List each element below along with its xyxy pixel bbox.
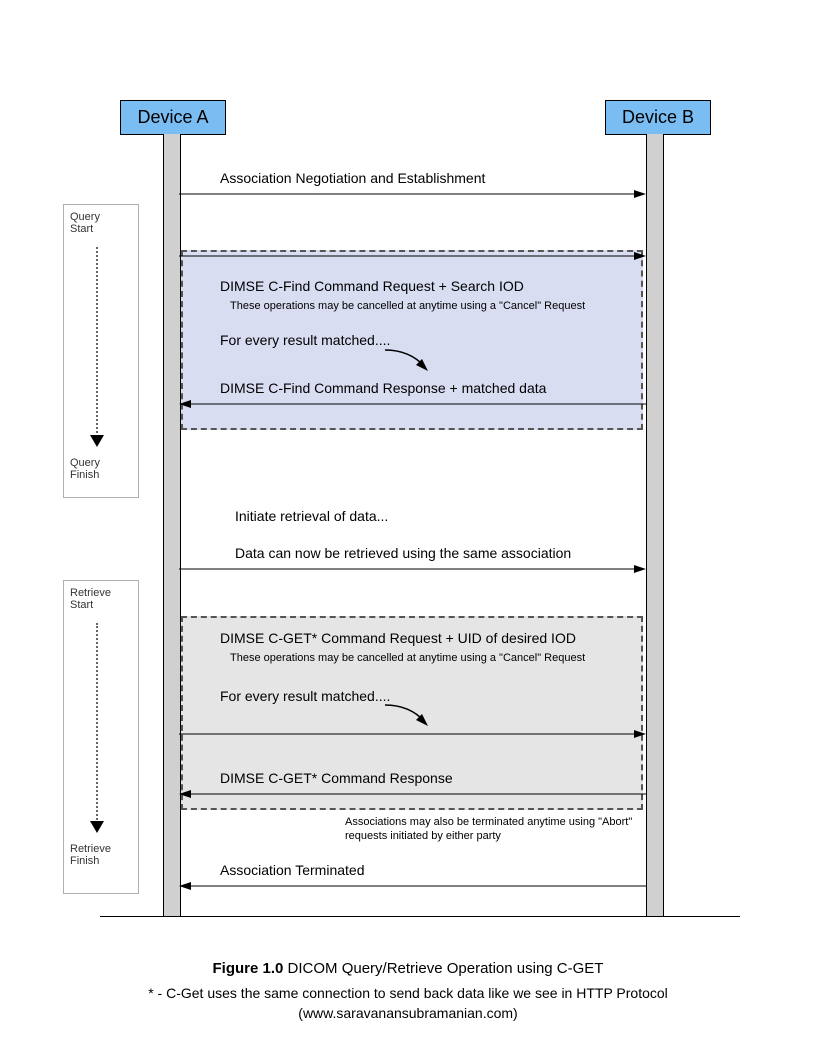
retrieve-curve-arrow-icon — [380, 700, 440, 730]
query-start-label: Query Start — [70, 211, 132, 235]
device-b-label: Device B — [622, 107, 694, 127]
query-line4: DIMSE C-Find Command Response + matched … — [220, 380, 546, 396]
arrow-same-assoc-icon — [179, 565, 646, 577]
retrieve-finish-label: Retrieve Finish — [70, 843, 111, 867]
arrow-retrieve-mid-icon — [179, 730, 646, 742]
caption-rest: DICOM Query/Retrieve Operation using C-G… — [283, 960, 603, 977]
retrieve-down-arrow-icon — [90, 821, 104, 835]
footnote: * - C-Get uses the same connection to se… — [0, 985, 816, 1001]
query-line2: These operations may be cancelled at any… — [230, 300, 585, 312]
query-dotted-line — [96, 247, 98, 437]
query-down-arrow-icon — [90, 435, 104, 449]
side-box-retrieve: Retrieve Start Retrieve Finish — [63, 580, 139, 894]
caption-bold: Figure 1.0 — [213, 960, 284, 977]
url: (www.saravanansubramanian.com) — [0, 1005, 816, 1021]
query-curve-arrow-icon — [380, 345, 440, 375]
arrow-query-req-icon — [179, 252, 646, 264]
arrow-assoc-icon — [179, 190, 646, 202]
figure-caption: Figure 1.0 DICOM Query/Retrieve Operatio… — [0, 960, 816, 978]
retrieve-line3: For every result matched.... — [220, 688, 390, 704]
lifeline-b — [646, 134, 664, 916]
msg-terminated: Association Terminated — [220, 862, 364, 878]
retrieve-dotted-line — [96, 623, 98, 823]
query-finish-label: Query Finish — [70, 457, 100, 481]
msg-initiate: Initiate retrieval of data... — [235, 508, 388, 524]
retrieve-line4: DIMSE C-GET* Command Response — [220, 770, 453, 786]
baseline — [100, 916, 740, 917]
msg-same-assoc: Data can now be retrieved using the same… — [235, 545, 571, 561]
device-a-box: Device A — [120, 100, 226, 135]
arrow-query-resp-icon — [179, 400, 646, 412]
side-box-query: Query Start Query Finish — [63, 204, 139, 498]
arrow-retrieve-resp-icon — [179, 790, 646, 802]
retrieve-line2: These operations may be cancelled at any… — [230, 652, 585, 664]
device-b-box: Device B — [605, 100, 711, 135]
query-line3: For every result matched.... — [220, 332, 390, 348]
query-line1: DIMSE C-Find Command Request + Search IO… — [220, 278, 524, 294]
device-a-label: Device A — [137, 107, 208, 127]
msg-assoc: Association Negotiation and Establishmen… — [220, 170, 485, 186]
retrieve-line1: DIMSE C-GET* Command Request + UID of de… — [220, 630, 576, 646]
abort-note: Associations may also be terminated anyt… — [345, 815, 645, 844]
arrow-terminated-icon — [179, 882, 646, 894]
retrieve-start-label: Retrieve Start — [70, 587, 132, 611]
